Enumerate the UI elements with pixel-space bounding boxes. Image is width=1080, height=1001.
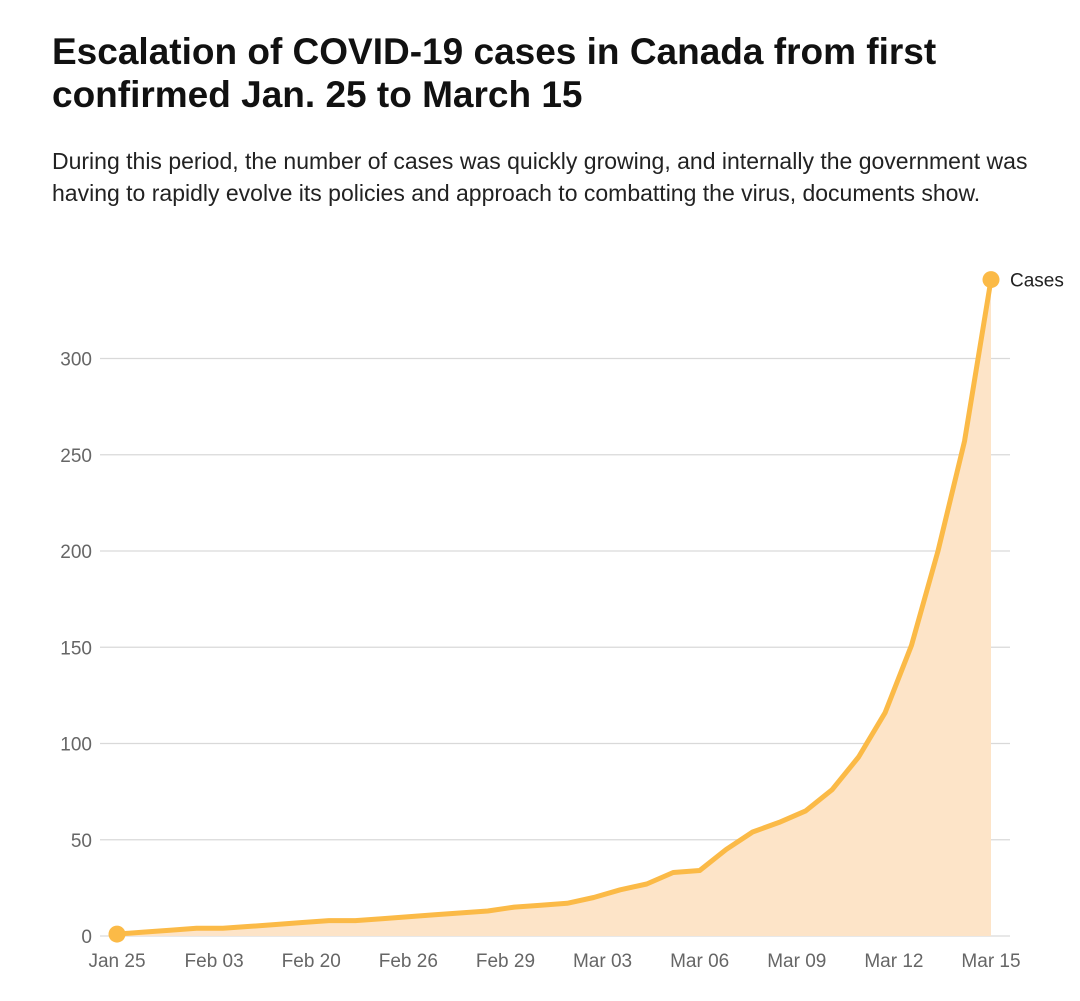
x-tick-label: Feb 20	[282, 951, 341, 972]
x-tick-label: Jan 25	[88, 951, 145, 972]
cases-line	[114, 277, 994, 937]
x-tick-label: Mar 03	[573, 951, 632, 972]
x-tick-label: Mar 15	[961, 951, 1020, 972]
y-tick-label: 300	[60, 350, 92, 371]
end-point-marker	[982, 271, 1000, 289]
cases-area	[117, 279, 991, 937]
cases-chart: 0 50 100 150 200 250 300 Jan 25 Feb 03 Feb 20 Feb…	[60, 271, 1064, 972]
y-tick-label: 200	[60, 542, 92, 563]
chart-title: Escalation of COVID-19 cases in Canada f…	[52, 31, 937, 115]
line-markers: Cases	[108, 271, 1064, 943]
x-tick-label: Mar 09	[767, 951, 826, 972]
y-tick-label: 100	[60, 735, 92, 756]
y-tick-label: 0	[81, 927, 92, 948]
gridlines	[100, 357, 1010, 937]
x-tick-label: Mar 06	[670, 951, 729, 972]
start-point-marker	[108, 925, 126, 943]
x-tick-label: Feb 29	[476, 951, 535, 972]
x-tick-label: Mar 12	[864, 951, 923, 972]
y-tick-label: 250	[60, 446, 92, 467]
y-tick-label: 50	[71, 831, 92, 852]
x-tick-label: Feb 26	[379, 951, 438, 972]
x-tick-label: Feb 03	[185, 951, 244, 972]
x-axis-ticks: Jan 25 Feb 03 Feb 20 Feb 26 Feb 29 Mar 03 Mar …	[88, 951, 1020, 972]
y-tick-label: 150	[60, 638, 92, 659]
y-axis-ticks: 0 50 100 150 200 250 300	[60, 350, 92, 949]
series-label-cases: Cases	[1010, 271, 1064, 292]
chart-subtitle: During this period, the number of cases …	[52, 148, 1028, 206]
